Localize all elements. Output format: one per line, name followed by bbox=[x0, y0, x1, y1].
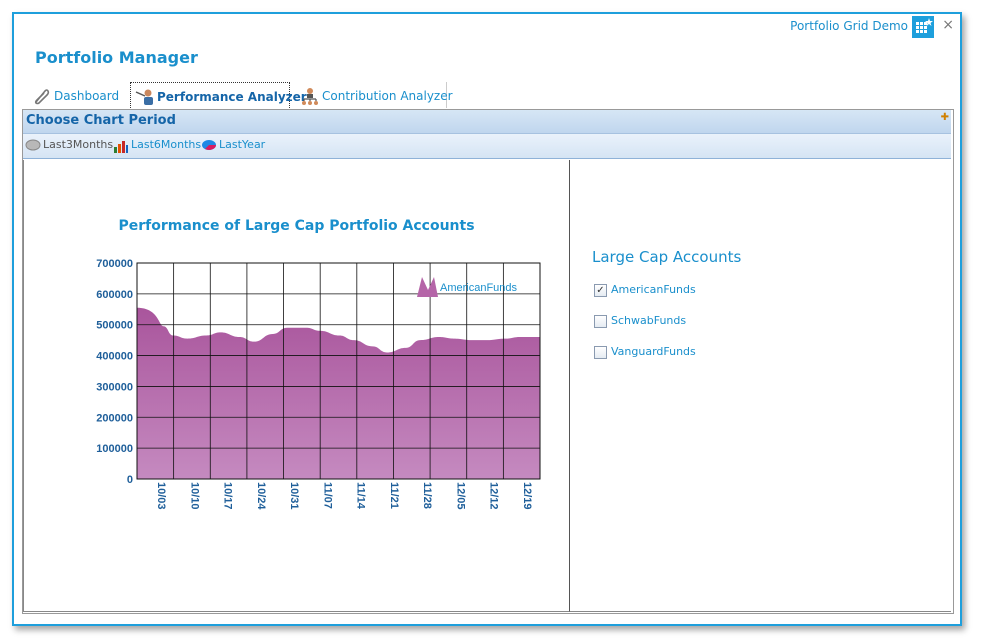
tab-dashboard[interactable]: Dashboard bbox=[28, 82, 124, 108]
x-tick-label: 12/19 bbox=[521, 482, 533, 510]
checkbox-box: ✓ bbox=[594, 284, 607, 297]
x-tick-label: 10/10 bbox=[188, 482, 200, 510]
x-tick-label: 10/24 bbox=[255, 482, 267, 510]
checkbox-box bbox=[594, 346, 607, 359]
checkbox-box bbox=[594, 315, 607, 328]
y-tick-label: 500000 bbox=[96, 320, 133, 332]
x-tick-label: 12/05 bbox=[454, 482, 466, 510]
analyzer-person-icon bbox=[135, 88, 153, 106]
x-tick-label: 12/12 bbox=[488, 482, 500, 510]
paperclip-icon bbox=[32, 87, 50, 105]
y-tick-label: 0 bbox=[127, 474, 133, 486]
x-tick-label: 11/28 bbox=[421, 482, 433, 509]
performance-panel: Choose Chart Period ✚ Last3Months Last6M… bbox=[22, 109, 954, 614]
grid-app-icon[interactable] bbox=[912, 16, 934, 38]
period-label: Last6Months bbox=[131, 138, 202, 151]
period-toolbar: Last3Months Last6Months LastYear bbox=[23, 134, 951, 159]
bar-chart-icon bbox=[113, 139, 129, 153]
chart-container: Performance of Large Cap Portfolio Accou… bbox=[23, 160, 570, 612]
tab-label: Performance Analyzer bbox=[157, 90, 307, 104]
y-tick-label: 600000 bbox=[96, 289, 133, 301]
y-tick-label: 200000 bbox=[96, 412, 133, 424]
y-tick-label: 400000 bbox=[96, 351, 133, 363]
period-label: LastYear bbox=[219, 138, 266, 151]
legend-label: AmericanFunds bbox=[440, 282, 518, 294]
tab-performance-analyzer[interactable]: Performance Analyzer bbox=[130, 82, 307, 110]
plot-border bbox=[136, 262, 541, 480]
accounts-panel: Large Cap Accounts ✓ AmericanFunds Schwa… bbox=[570, 160, 951, 612]
checkbox-label: VanguardFunds bbox=[611, 345, 696, 358]
area-series-americanfunds bbox=[137, 307, 540, 479]
period-heading: Choose Chart Period bbox=[26, 113, 176, 128]
x-tick-label: 10/17 bbox=[222, 482, 234, 510]
checkbox-label: SchwabFunds bbox=[611, 314, 687, 327]
performance-chart: 700000 600000 500000 400000 300000 200000 1000… bbox=[96, 258, 541, 510]
checkbox-label: AmericanFunds bbox=[611, 283, 696, 296]
y-tick-label: 100000 bbox=[96, 443, 133, 455]
gray-disk-icon bbox=[25, 139, 41, 151]
chart-title: Performance of Large Cap Portfolio Accou… bbox=[118, 218, 475, 234]
pie-icon bbox=[201, 139, 217, 151]
y-tick-label: 300000 bbox=[96, 381, 133, 393]
x-tick-label: 11/14 bbox=[355, 482, 367, 510]
org-chart-icon bbox=[300, 87, 318, 105]
y-tick-label: 700000 bbox=[96, 258, 133, 270]
period-label: Last3Months bbox=[43, 138, 114, 151]
period-header: Choose Chart Period ✚ bbox=[23, 110, 951, 134]
x-tick-label: 10/03 bbox=[155, 482, 167, 510]
x-tick-label: 10/31 bbox=[288, 482, 300, 510]
tab-contribution-analyzer[interactable]: Contribution Analyzer bbox=[296, 82, 453, 108]
x-tick-label: 11/07 bbox=[321, 482, 333, 509]
window-title: Portfolio Grid Demo bbox=[790, 19, 908, 33]
app-window: Portfolio Grid Demo × Portfolio Manager … bbox=[12, 12, 962, 626]
pin-icon[interactable]: ✚ bbox=[940, 112, 949, 123]
close-icon[interactable]: × bbox=[942, 17, 954, 33]
accounts-title: Large Cap Accounts bbox=[592, 248, 742, 266]
x-tick-label: 11/21 bbox=[388, 482, 400, 509]
tab-label: Dashboard bbox=[54, 89, 120, 103]
tab-label: Contribution Analyzer bbox=[322, 89, 453, 103]
app-heading: Portfolio Manager bbox=[35, 48, 198, 67]
legend-swatch bbox=[417, 277, 438, 297]
